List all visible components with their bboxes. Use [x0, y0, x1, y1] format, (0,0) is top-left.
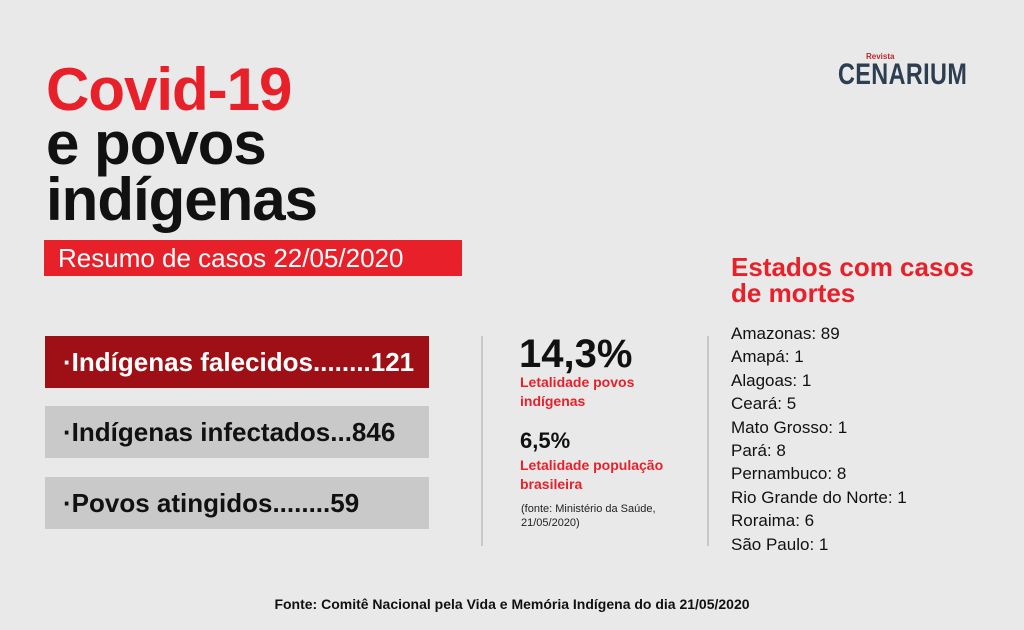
state-item: Amazonas: 89: [731, 324, 840, 343]
lethality-source: (fonte: Ministério da Saúde, 21/05/2020): [521, 503, 656, 529]
logo-main-text: CENARIUM: [838, 58, 968, 91]
state-item: Ceará: 5: [731, 394, 797, 414]
state-item: São Paulo: 1: [731, 534, 829, 554]
indigenous-lethality-label: Letalidade povos indígenas: [520, 374, 635, 409]
state-item: Amapá: 1: [731, 347, 804, 367]
stat-deaths: ·Indígenas falecidos........121: [45, 336, 429, 388]
state-item: Mato Grosso: 1: [731, 417, 848, 437]
subtitle-banner: Resumo de casos 22/05/2020: [44, 240, 462, 276]
brazil-lethality-value: 6,5%: [520, 428, 571, 453]
brazil-lethality-label: Letalidade população brasileira: [520, 457, 664, 492]
states-title: Estados com casos de mortes: [731, 252, 974, 308]
footer-source: Fonte: Comitê Nacional pela Vida e Memór…: [274, 596, 750, 612]
cenarium-logo: Revista CENARIUM: [838, 48, 988, 98]
title-line-2: e povos: [46, 110, 267, 177]
divider-left: [481, 336, 483, 546]
state-item: Pará: 8: [731, 441, 786, 461]
state-item: Roraima: 6: [731, 511, 815, 531]
indigenous-lethality-value: 14,3%: [519, 332, 633, 376]
stat-infected: ·Indígenas infectados...846: [45, 406, 429, 458]
state-item: Rio Grande do Norte: 1: [731, 487, 907, 507]
logo-small-text: Revista: [866, 52, 895, 61]
title-line-3: indígenas: [46, 166, 318, 233]
stat-peoples: ·Povos atingidos........59: [45, 477, 429, 529]
state-item: Pernambuco: 8: [731, 464, 847, 484]
states-list: Amazonas: 89 Amapá: 1 Alagoas: 1 Ceará: …: [731, 322, 907, 556]
state-item: Alagoas: 1: [731, 370, 812, 390]
title-line-1: Covid-19: [46, 56, 292, 123]
divider-right: [707, 336, 709, 546]
